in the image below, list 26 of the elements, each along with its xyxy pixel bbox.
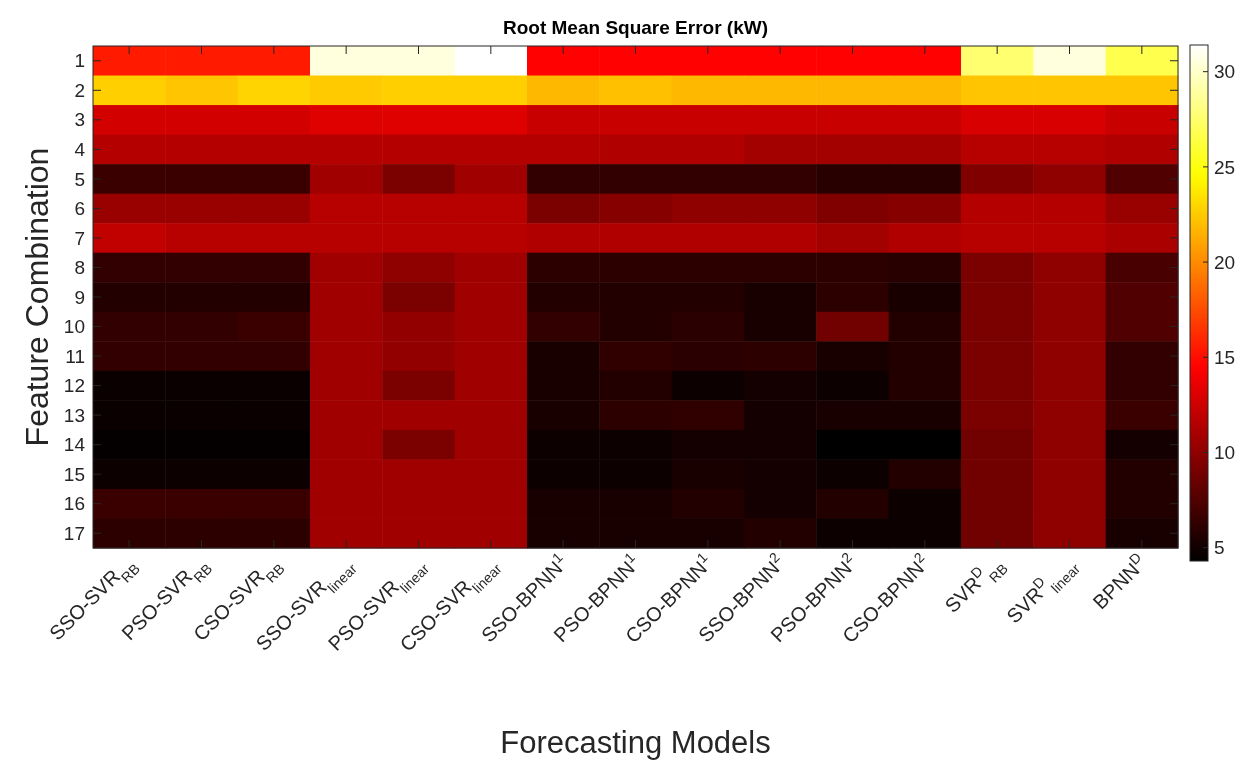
y-tick-label: 11 xyxy=(65,345,85,367)
color-bar-label: 15 xyxy=(1214,346,1236,368)
x-axis-title: Forecasting Models xyxy=(500,725,771,760)
y-tick-label: 17 xyxy=(63,522,85,544)
y-tick-label: 1 xyxy=(74,50,85,72)
y-tick-label: 5 xyxy=(74,168,85,190)
y-tick-label: 13 xyxy=(63,404,85,426)
y-tick-label: 8 xyxy=(74,257,85,279)
y-tick-label: 4 xyxy=(74,139,86,160)
y-tick-label: 16 xyxy=(63,493,85,515)
y-tick-label: 6 xyxy=(74,198,85,220)
chart-title: Root Mean Square Error (kW) xyxy=(503,17,768,38)
y-tick-label: 12 xyxy=(63,375,85,397)
color-bar-label: 5 xyxy=(1214,537,1225,559)
color-bar-label: 20 xyxy=(1214,251,1236,273)
y-tick-label: 7 xyxy=(74,227,85,249)
color-bar-label: 30 xyxy=(1214,61,1236,83)
y-tick-label: 15 xyxy=(63,463,85,485)
color-bar-label: 10 xyxy=(1214,442,1236,464)
y-tick-label: 2 xyxy=(74,79,85,101)
y-axis-title: Feature Combination xyxy=(19,147,55,447)
y-tick-label: 3 xyxy=(74,109,85,131)
y-tick-label: 9 xyxy=(74,286,85,308)
y-tick-label: 10 xyxy=(63,316,85,338)
y-tick-label: 14 xyxy=(63,434,86,456)
color-bar-label: 25 xyxy=(1214,156,1236,178)
